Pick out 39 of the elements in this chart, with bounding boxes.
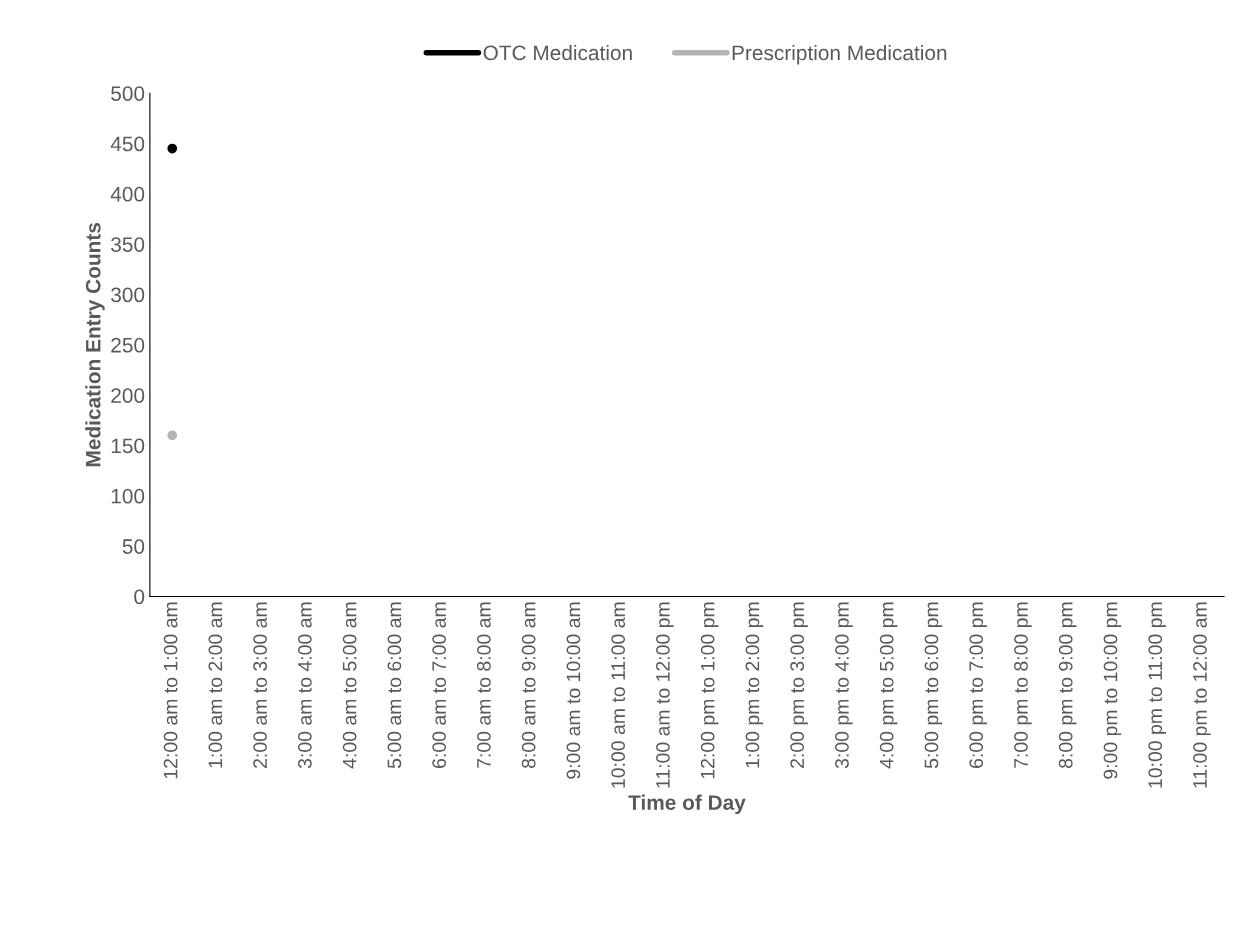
x-tick-label: 2:00 pm to 3:00 pm	[790, 602, 808, 768]
x-tick-label: 10:00 am to 11:00 am	[611, 602, 626, 788]
x-tick-label: 1:00 am to 2:00 am	[208, 602, 223, 768]
x-tick-label: 3:00 am to 4:00 am	[297, 602, 312, 769]
y-tick-label: 250	[111, 337, 145, 353]
x-tick-label: 4:00 am to 5:00 am	[342, 602, 357, 769]
x-tick-label: 12:00 pm to 1:00 pm	[700, 602, 719, 779]
x-tick-label: 8:00 am to 9:00 am	[521, 602, 536, 769]
y-tick-label: 300	[111, 287, 145, 303]
x-tick-label: 2:00 am to 3:00 am	[253, 602, 267, 768]
y-tick-label: 0	[134, 589, 145, 605]
x-tick-label: 7:00 am to 8:00 am	[477, 602, 491, 768]
x-tick-label: 5:00 pm to 6:00 pm	[924, 602, 943, 769]
y-tick-label: 150	[111, 438, 145, 454]
y-tick-label: 50	[122, 539, 145, 554]
y-axis-title: Medication Entry Counts	[85, 222, 105, 467]
x-tick-label: 4:00 pm to 5:00 pm	[879, 602, 898, 769]
x-tick-label: 7:00 pm to 8:00 pm	[1014, 602, 1032, 768]
x-tick-label: 10:00 pm to 11:00 pm	[1148, 602, 1166, 788]
y-tick-label: 350	[111, 237, 145, 252]
x-tick-label: 11:00 am to 12:00 pm	[656, 602, 674, 788]
legend-label: Prescription Medication	[732, 44, 947, 65]
y-tick-label: 500	[111, 86, 145, 101]
x-tick-label: 3:00 pm to 4:00 pm	[835, 602, 853, 769]
x-tick-label: 11:00 pm to 12:00 am	[1193, 602, 1211, 788]
x-axis-title: Time of Day	[628, 794, 746, 815]
x-tick-label: 5:00 am to 6:00 am	[387, 602, 402, 769]
y-tick-label: 100	[111, 488, 145, 504]
x-tick-label: 8:00 pm to 9:00 pm	[1058, 602, 1077, 769]
legend-label: OTC Medication	[483, 44, 632, 61]
y-tick-label: 200	[111, 388, 145, 403]
y-tick-label: 400	[110, 186, 145, 202]
x-tick-label: 9:00 am to 10:00 am	[566, 602, 581, 779]
x-tick-label: 6:00 pm to 7:00 pm	[969, 602, 987, 768]
x-tick-label: 9:00 pm to 10:00 pm	[1103, 602, 1122, 779]
x-tick-label: 6:00 am to 7:00 am	[432, 602, 447, 768]
y-tick-label: 450	[110, 136, 145, 152]
x-tick-label: 12:00 am to 1:00 am	[163, 602, 178, 779]
x-tick-label: 1:00 pm to 2:00 pm	[745, 602, 764, 768]
